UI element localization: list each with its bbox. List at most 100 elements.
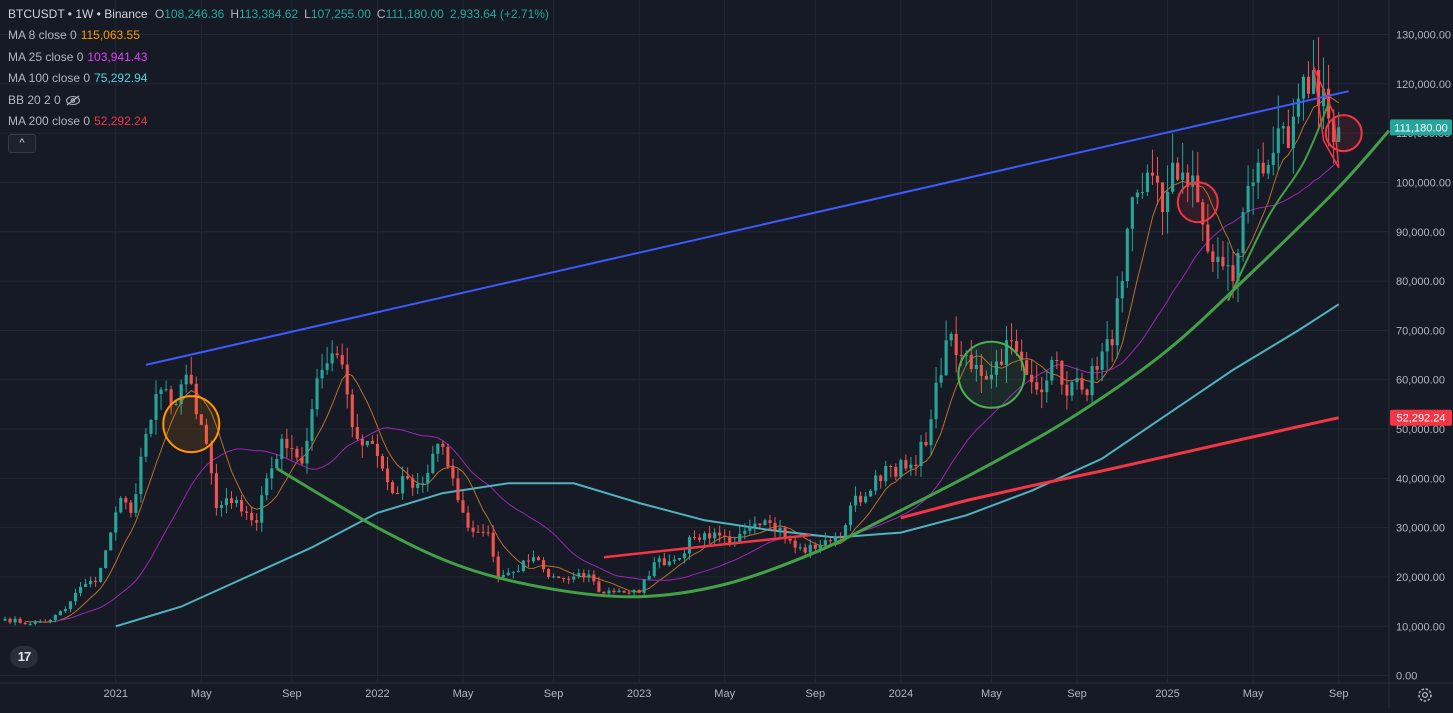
candle-body (139, 456, 143, 495)
candle-body (1281, 126, 1285, 129)
candle-body (174, 404, 178, 406)
candle-body (73, 592, 78, 602)
ohlc-key: O (154, 7, 165, 21)
symbol-line[interactable]: BTCUSDT • 1W • Binance (8, 7, 148, 21)
indicator-row[interactable]: MA 200 close 0 52,292.24 (8, 111, 555, 132)
collapse-legend-button[interactable]: ^ (8, 134, 36, 153)
candle-body (416, 483, 420, 488)
candle-body (1332, 118, 1336, 143)
indicator-row[interactable]: MA 8 close 0 115,063.55 (8, 25, 555, 46)
candle-body (607, 590, 611, 594)
candle-body (1251, 182, 1255, 186)
candle-body (994, 361, 999, 375)
indicator-label: MA 25 close 0 (8, 49, 84, 64)
hidden-eye-icon[interactable] (65, 95, 81, 106)
candle-body (939, 375, 943, 383)
x-tick-label: May (1243, 688, 1264, 700)
candle-body (1301, 76, 1306, 99)
x-tick-label: 2021 (104, 688, 128, 700)
indicator-row[interactable]: MA 100 close 0 75,292.94 (8, 68, 555, 89)
indicator-row[interactable]: MA 25 close 0 103,941.43 (8, 47, 555, 68)
candle-body (406, 476, 410, 479)
candle-body (149, 419, 153, 434)
curve-green-arc (276, 129, 1391, 599)
y-tick-label: 20,000.00 (1396, 572, 1445, 584)
candle-body (305, 440, 309, 464)
x-tick-label: May (981, 688, 1002, 700)
candle-body (204, 424, 208, 444)
candle-body (1226, 265, 1230, 267)
candle-body (1015, 340, 1019, 352)
candle-body (1150, 172, 1155, 176)
candle-body (390, 482, 395, 494)
candle-body (370, 440, 374, 444)
candle-body (280, 438, 284, 460)
candle-body (778, 527, 782, 531)
candle-body (1236, 252, 1240, 282)
indicator-row[interactable]: BB 20 2 0 (8, 90, 555, 111)
symbol-row: BTCUSDT • 1W • Binance O108,246.36 H113,3… (8, 4, 555, 25)
candle-body (265, 478, 269, 496)
candle-body (692, 537, 697, 539)
candle-body (989, 374, 993, 380)
candle-body (793, 540, 797, 548)
candle-body (1020, 351, 1024, 361)
candle-body (159, 389, 163, 395)
candle-body (667, 561, 671, 566)
candle-body (466, 512, 470, 528)
candle-body (713, 532, 717, 539)
x-tick-label: 2024 (889, 688, 913, 700)
candle-body (3, 618, 7, 621)
ohlc-key: H (230, 7, 239, 21)
candle-body (1075, 378, 1079, 383)
candle-body (552, 576, 556, 578)
candle-body (1035, 382, 1039, 390)
ohlc-value: 113,384.62 (238, 7, 299, 21)
x-tick-label: May (714, 688, 735, 700)
candle-body (652, 562, 656, 576)
candle-body (199, 414, 203, 425)
candle-body (949, 333, 953, 341)
candle-body (345, 364, 349, 395)
indicator-value: 75,292.94 (94, 71, 148, 86)
candle-body (833, 537, 837, 542)
candle-body (164, 389, 168, 391)
y-tick-label: 40,000.00 (1396, 473, 1445, 485)
candle-body (909, 464, 913, 469)
indicator-label: BB 20 2 0 (8, 92, 61, 107)
settings-gear-icon[interactable] (1416, 686, 1434, 704)
candle-body (1176, 162, 1180, 180)
candle-body (1120, 281, 1124, 299)
candle-body (1080, 378, 1084, 390)
candle-body (758, 523, 762, 526)
candle-body (89, 580, 93, 585)
x-tick-label: 2023 (627, 688, 651, 700)
candle-body (889, 466, 893, 468)
y-tick-label: 70,000.00 (1396, 325, 1445, 337)
highlight-circle (1324, 114, 1363, 153)
candle-body (798, 547, 802, 549)
candle-body (285, 438, 289, 449)
trendline-red (603, 533, 811, 559)
candle-body (1135, 192, 1139, 198)
y-tick-label: 0.00 (1396, 671, 1417, 683)
candle-body (843, 525, 848, 538)
candle-body (189, 374, 193, 384)
candle-body (904, 460, 908, 469)
ma100-line (115, 303, 1340, 628)
candle-body (682, 553, 686, 558)
candle-body (58, 611, 62, 615)
candle-body (984, 375, 988, 380)
candle-body (330, 353, 334, 364)
candle-body (451, 466, 455, 479)
candle-body (476, 531, 480, 533)
candle-body (773, 522, 777, 531)
candle-body (874, 475, 878, 491)
chart-legend: BTCUSDT • 1W • Binance O108,246.36 H113,3… (8, 4, 555, 132)
candle-body (441, 443, 445, 447)
candle-body (1196, 175, 1200, 203)
candle-body (748, 527, 752, 531)
candle-body (562, 578, 566, 580)
